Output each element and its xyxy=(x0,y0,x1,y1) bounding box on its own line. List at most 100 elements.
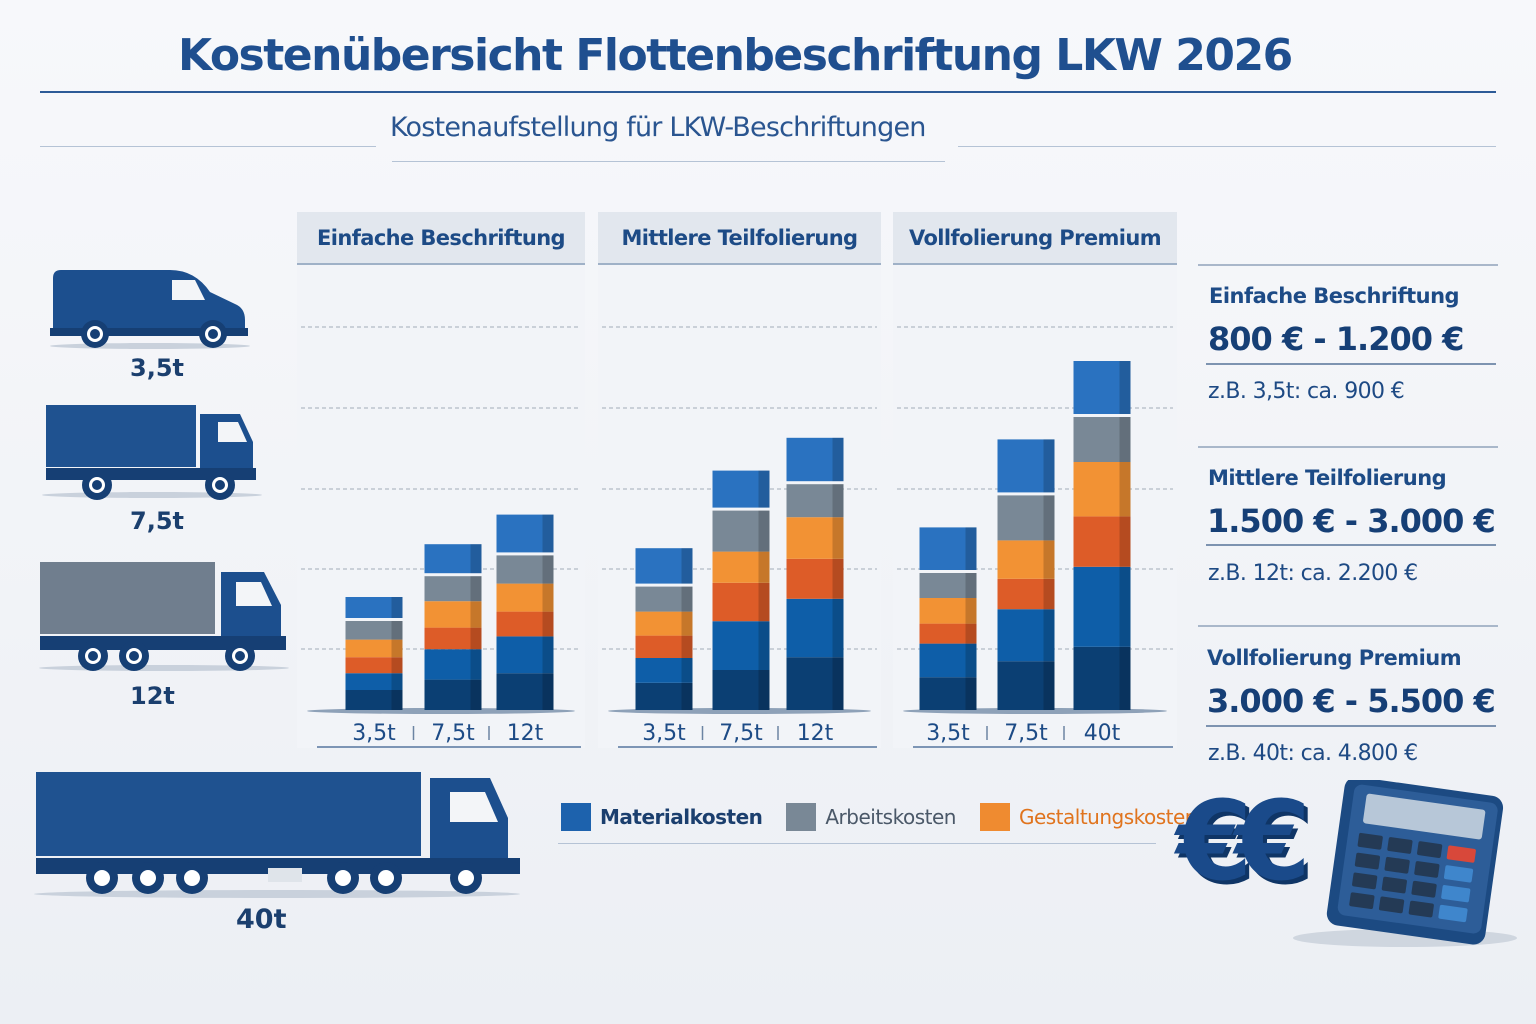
bar-segment-shade xyxy=(758,621,770,670)
subtitle: Kostenaufstellung für LKW-Beschriftungen xyxy=(390,112,926,143)
legend-item-gestaltung: Gestaltungskosten xyxy=(979,803,1198,831)
bar-segment-materialkosten xyxy=(424,649,482,680)
bar-segment-materialkosten xyxy=(635,682,693,710)
vehicle-label-3-5t: 3,5t xyxy=(130,354,184,382)
bar-segment-gestaltungskosten xyxy=(635,635,693,658)
legend-swatch xyxy=(979,803,1010,831)
legend-swatch xyxy=(786,803,817,831)
bar-segment-shade xyxy=(832,484,844,518)
bar-segment-shade xyxy=(1043,495,1055,541)
bar-segment-shade xyxy=(681,682,693,710)
semi-truck-icon xyxy=(34,772,520,898)
x-tick-label: 40t xyxy=(1084,721,1121,746)
bar-segment-shade xyxy=(832,657,844,710)
x-tick-label: 3,5t xyxy=(926,721,970,746)
bar-segment-shade xyxy=(1043,661,1055,710)
bar-segment-shade xyxy=(391,639,403,658)
summary-name: Vollfolierung Premium xyxy=(1207,646,1462,670)
summary-name: Mittlere Teilfolierung xyxy=(1208,466,1447,490)
bar-segment-shade xyxy=(470,649,482,680)
summary-divider xyxy=(1198,446,1498,448)
subtitle-divider-left xyxy=(40,146,376,147)
bar-segment-gestaltungskosten xyxy=(997,540,1055,579)
bar-segment-gestaltungskosten xyxy=(345,639,403,658)
truck-icon xyxy=(39,562,289,671)
x-tick-label: 7,5t xyxy=(431,721,475,746)
vehicle-label-40t: 40t xyxy=(236,904,287,935)
bar-segment-arbeitskosten xyxy=(919,573,977,598)
bar-segment-materialkosten xyxy=(496,514,554,553)
summary-underline xyxy=(1206,725,1496,727)
summary-underline xyxy=(1206,544,1496,546)
bar-segment-shade xyxy=(681,586,693,612)
bar-segment-arbeitskosten xyxy=(786,484,844,518)
legend-label: Gestaltungskosten xyxy=(1018,805,1198,829)
chart-panel-einfache: Einfache Beschriftung 3,5t 7,5t 12t xyxy=(297,212,585,748)
title-divider xyxy=(40,91,1496,93)
bar-segment-shade xyxy=(758,551,770,583)
calculator-icon xyxy=(1293,780,1517,947)
vehicle-label-7-5t: 7,5t xyxy=(130,507,184,535)
bar-segment-shade xyxy=(832,558,844,599)
bar-segment-shade xyxy=(965,598,977,624)
summary-example: z.B. 3,5t: ca. 900 € xyxy=(1208,379,1405,404)
x-tick-label: 3,5t xyxy=(642,721,686,746)
van-icon xyxy=(50,270,250,349)
chart-panel-vollfolierung: Vollfolierung Premium 3,5t 7,5t 40t xyxy=(893,212,1177,748)
bar-segment-materialkosten xyxy=(1073,646,1131,710)
bar-segment-shade xyxy=(1119,417,1131,462)
summary-example: z.B. 12t: ca. 2.200 € xyxy=(1208,561,1418,586)
bar-segment-shade xyxy=(542,611,554,637)
bar-segment-materialkosten xyxy=(786,437,844,482)
bar-segment-gestaltungskosten xyxy=(919,598,977,624)
bar-segment-shade xyxy=(681,635,693,658)
x-tick-label: 7,5t xyxy=(719,721,763,746)
bar-segment-shade xyxy=(758,510,770,552)
summary-example: z.B. 40t: ca. 4.800 € xyxy=(1208,741,1418,766)
bar-segment-shade xyxy=(1043,609,1055,662)
bar-segment-gestaltungskosten xyxy=(712,582,770,622)
bar-segment-shade xyxy=(391,673,403,690)
summary-range: 800 € - 1.200 € xyxy=(1208,320,1464,358)
bar-segment-shade xyxy=(965,643,977,678)
bar-segment-materialkosten xyxy=(496,673,554,710)
bar-segment-shade xyxy=(542,514,554,553)
bar-segment-materialkosten xyxy=(635,658,693,683)
bar-segment-shade xyxy=(681,548,693,584)
bar-segment-materialkosten xyxy=(345,673,403,690)
bar-segment-shade xyxy=(832,517,844,559)
bar-segment-materialkosten xyxy=(786,657,844,710)
bar-segment-shade xyxy=(542,673,554,710)
euro-icon: €€ xyxy=(1176,777,1311,905)
bar-segment-shade xyxy=(965,623,977,644)
bar-segment-arbeitskosten xyxy=(997,495,1055,541)
bar-segment-shade xyxy=(1119,361,1131,414)
vehicle-label-12t: 12t xyxy=(130,682,175,710)
subtitle-underline xyxy=(392,161,945,162)
stacked-bar-chart: 3,5t 7,5t 40t xyxy=(897,326,1173,748)
bar-segment-materialkosten xyxy=(997,609,1055,662)
bar-segment-gestaltungskosten xyxy=(635,611,693,636)
legend-underline xyxy=(558,843,1156,844)
panel-title: Einfache Beschriftung xyxy=(297,212,585,265)
bar-segment-gestaltungskosten xyxy=(919,623,977,644)
bar-segment-shade xyxy=(1043,439,1055,493)
bar-segment-gestaltungskosten xyxy=(1073,462,1131,517)
bar-segment-materialkosten xyxy=(712,470,770,508)
bar-segment-arbeitskosten xyxy=(424,576,482,602)
bar-segment-shade xyxy=(470,544,482,574)
bar-segment-materialkosten xyxy=(345,690,403,710)
legend-item-arbeit: Arbeitskosten xyxy=(786,803,956,831)
bar-segment-materialkosten xyxy=(1073,361,1131,414)
legend-item-material: Materialkosten xyxy=(561,803,763,831)
summary-name: Einfache Beschriftung xyxy=(1209,284,1460,308)
bar-segment-materialkosten xyxy=(712,670,770,710)
subtitle-divider-right xyxy=(958,146,1496,147)
bar-segment-shade xyxy=(965,677,977,710)
bar-segment-materialkosten xyxy=(919,527,977,570)
box-truck-icon xyxy=(42,405,262,500)
bar-segment-shade xyxy=(542,636,554,674)
bar-segment-shade xyxy=(1119,566,1131,647)
bar-segment-gestaltungskosten xyxy=(424,601,482,628)
bar-segment-arbeitskosten xyxy=(345,621,403,640)
